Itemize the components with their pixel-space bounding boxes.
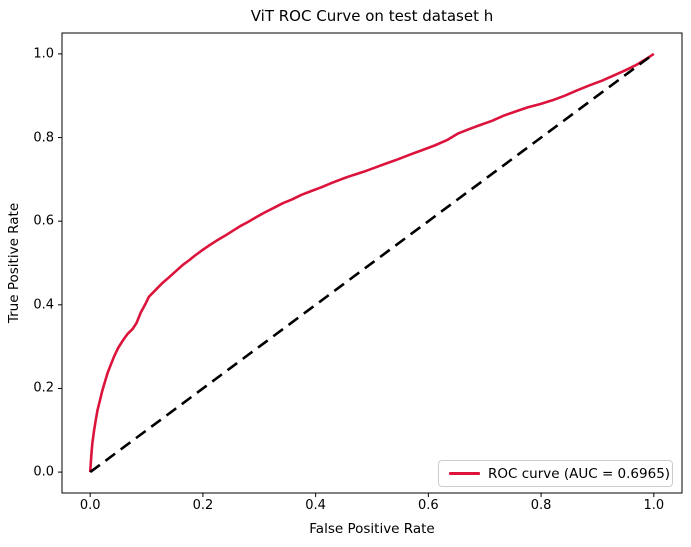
legend-line-swatch [449, 472, 480, 475]
y-tick-label: 0.8 [33, 130, 54, 146]
legend: ROC curve (AUC = 0.6965) [438, 460, 673, 487]
chance-diagonal-line [89, 52, 655, 474]
x-tick-label: 0.8 [530, 498, 552, 513]
x-tick-label: 0.2 [192, 498, 214, 513]
y-tick-label: 1.0 [33, 46, 54, 62]
y-tick-label: 0.2 [33, 380, 54, 396]
x-tick-label: 0.4 [305, 498, 326, 513]
chart-title: ViT ROC Curve on test dataset h [250, 7, 494, 25]
x-tick-label: 0.6 [418, 498, 439, 513]
y-tick-label: 0.0 [33, 464, 54, 480]
legend-label: ROC curve (AUC = 0.6965) [488, 465, 671, 482]
x-axis-label: False Positive Rate [309, 521, 435, 537]
roc-curve-line [88, 52, 655, 473]
y-tick-label: 0.6 [33, 213, 54, 229]
x-tick-label: 0.0 [79, 498, 101, 513]
x-tick-label: 1.0 [643, 498, 665, 513]
y-tick-label: 0.4 [33, 297, 54, 313]
